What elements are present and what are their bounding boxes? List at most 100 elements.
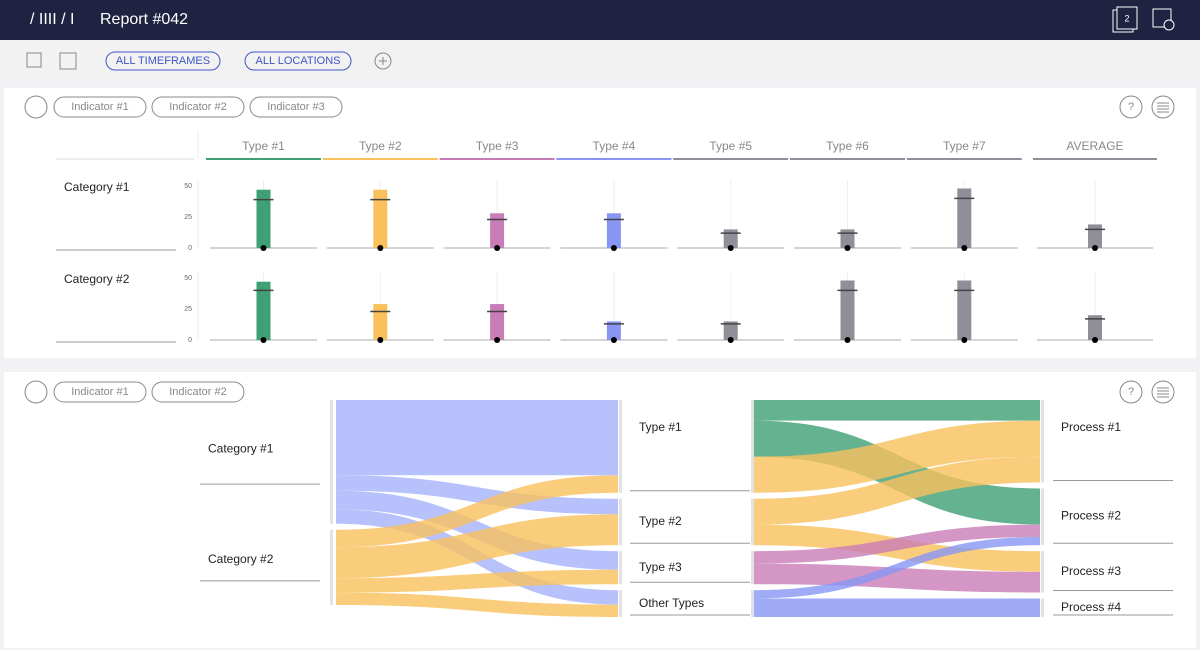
bar: [256, 189, 271, 248]
base-dot: [610, 245, 617, 251]
base-dot: [494, 245, 501, 251]
node: [330, 400, 333, 524]
node: [1041, 400, 1044, 483]
base-dot: [961, 245, 968, 251]
base-dot: [727, 337, 734, 343]
icon-shape: [1152, 8, 1172, 28]
node: [751, 400, 754, 493]
column-header: Type #4: [593, 139, 636, 153]
indicator-label: Indicator #2: [169, 101, 226, 113]
flow: [336, 475, 618, 548]
indicator-pill[interactable]: [151, 96, 245, 118]
node: [1041, 551, 1044, 593]
icon-shape: [379, 57, 387, 65]
badge: 2: [1124, 13, 1129, 23]
icon-shape: [1157, 102, 1169, 113]
indicator-pill[interactable]: [53, 381, 147, 403]
view-icon[interactable]: [26, 52, 42, 68]
icon-shape: [1163, 19, 1175, 31]
add-filter[interactable]: [374, 52, 392, 70]
flow: [754, 456, 1040, 525]
flow: [754, 524, 1040, 564]
y-tick-label: 50: [184, 275, 192, 282]
flow: [336, 569, 618, 593]
help-icon: ?: [1128, 101, 1134, 113]
filter-pill[interactable]: [105, 51, 221, 71]
column-header: Type #1: [242, 139, 285, 153]
bar: [723, 229, 738, 248]
bar: [1088, 315, 1102, 340]
base-dot: [610, 337, 617, 343]
column-header: Type #7: [943, 139, 986, 153]
bar: [256, 281, 271, 340]
filter-label: ALL LOCATIONS: [256, 55, 341, 67]
node-label: Process #2: [1061, 509, 1121, 523]
flow: [754, 563, 1040, 593]
y-tick-label: 0: [188, 245, 192, 252]
indicator-label: Indicator #2: [169, 386, 226, 398]
node: [751, 551, 754, 585]
flow: [336, 475, 618, 515]
indicator-pill[interactable]: [151, 381, 245, 403]
bar: [373, 189, 388, 248]
bar: [723, 321, 738, 340]
node: [619, 400, 622, 493]
base-dot: [727, 245, 734, 251]
node-label: Other Types: [639, 596, 704, 610]
menu-button[interactable]: [1151, 95, 1175, 119]
column-header: Type #2: [359, 139, 402, 153]
header-bar: [0, 0, 1200, 40]
report-title: Report #042: [100, 11, 188, 28]
column-header: Type #6: [826, 139, 869, 153]
menu-button[interactable]: [1151, 380, 1175, 404]
indicator-pill[interactable]: [249, 96, 343, 118]
column-header: Type #5: [709, 139, 752, 153]
filter-pill[interactable]: [244, 51, 352, 71]
icon-shape: [1116, 6, 1138, 30]
indicator-label: Indicator #1: [71, 101, 128, 113]
flow: [754, 420, 1040, 493]
column-header: AVERAGE: [1066, 139, 1123, 153]
flow: [336, 490, 618, 570]
base-dot: [844, 337, 851, 343]
edit-button[interactable]: [24, 95, 48, 119]
pages-icon[interactable]: 2: [1112, 6, 1138, 33]
row-label: Category #1: [64, 180, 130, 194]
node: [619, 551, 622, 585]
indicator-pill[interactable]: [53, 96, 147, 118]
node-label: Type #1: [639, 420, 682, 434]
node: [619, 498, 622, 546]
help-button[interactable]: [1119, 95, 1143, 119]
y-tick-label: 25: [184, 214, 192, 221]
base-dot: [260, 245, 267, 251]
schedule-icon[interactable]: [1152, 8, 1175, 31]
help-icon: ?: [1128, 386, 1134, 398]
node-label: Process #4: [1061, 600, 1121, 614]
y-tick-label: 50: [184, 183, 192, 190]
sankey: [336, 400, 1040, 617]
flow: [754, 400, 1040, 421]
row-label: Category #2: [64, 272, 130, 286]
bar: [490, 304, 505, 340]
node-label: Type #3: [639, 560, 682, 574]
flow: [336, 400, 618, 476]
breadcrumb[interactable]: / IIII / I: [30, 11, 74, 28]
base-dot: [1092, 337, 1098, 343]
node: [751, 498, 754, 546]
bar: [606, 213, 621, 248]
base-dot: [844, 245, 851, 251]
bar: [373, 304, 388, 340]
bar: [1088, 224, 1102, 248]
node: [1041, 598, 1044, 617]
node-label: Category #1: [208, 442, 274, 456]
help-button[interactable]: [1119, 380, 1143, 404]
layout-icon[interactable]: [59, 52, 77, 70]
y-tick-label: 25: [184, 306, 192, 313]
y-tick-label: 0: [188, 337, 192, 344]
base-dot: [494, 337, 501, 343]
bar: [606, 321, 621, 340]
node-label: Process #1: [1061, 420, 1121, 434]
flow: [754, 536, 1040, 599]
edit-button[interactable]: [24, 380, 48, 404]
